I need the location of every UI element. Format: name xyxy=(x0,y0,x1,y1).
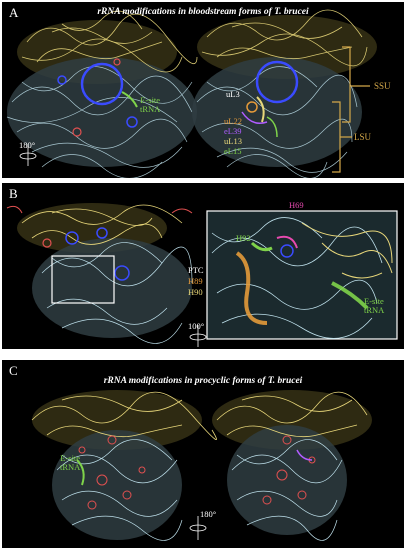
panel-c-left-ribosome xyxy=(31,390,217,541)
panel-b: B H69 H92 PTC H89 H90 E-site tRNA 100° xyxy=(2,183,404,349)
panel-a-title: rRNA modifications in bloodstream forms … xyxy=(97,7,309,17)
label-ul13: uL13 xyxy=(224,136,242,146)
panel-c: C rRNA modifications in procyclic forms … xyxy=(2,360,404,548)
label-h89: H89 xyxy=(188,276,203,286)
label-lsu: LSU xyxy=(354,132,372,142)
panel-a-left-ribosome xyxy=(6,10,198,178)
rotation-icon xyxy=(19,144,37,166)
panel-b-esite-label: E-site tRNA xyxy=(364,296,385,316)
panel-b-rotation: 100° xyxy=(188,321,205,331)
label-h90: H90 xyxy=(188,287,203,297)
panel-c-esite-label: E-site tRNA xyxy=(60,453,81,473)
label-h69: H69 xyxy=(289,200,304,210)
panel-c-letter: C xyxy=(9,363,18,378)
label-ul3: uL3 xyxy=(226,89,240,99)
panel-a-esite-label: E-site tRNA xyxy=(140,95,161,115)
panel-b-left-ribosome xyxy=(6,203,193,344)
panel-c-right-ribosome xyxy=(212,390,372,541)
panel-b-zoom-inset xyxy=(206,210,398,340)
rotation-icon xyxy=(189,516,207,540)
panel-a: A rRNA modifications in bloodstream form… xyxy=(2,2,404,178)
panel-c-ribosome-art xyxy=(31,390,372,541)
label-ul22: uL22 xyxy=(224,116,242,126)
label-el15: eL15 xyxy=(224,146,242,156)
panel-a-rotation: 180° xyxy=(19,140,36,150)
label-ssu: SSU xyxy=(374,81,391,91)
panel-b-letter: B xyxy=(9,186,18,201)
label-el39: eL39 xyxy=(224,126,242,136)
panel-a-right-ribosome xyxy=(192,9,377,178)
panel-a-letter: A xyxy=(9,5,19,20)
panel-a-brackets xyxy=(332,46,370,173)
panel-b-ribosome-art xyxy=(6,203,398,347)
label-ptc: PTC xyxy=(188,265,204,275)
panel-a-ribosome-art xyxy=(6,9,377,178)
panel-c-title: rRNA modifications in procyclic forms of… xyxy=(103,376,303,386)
panel-c-rotation: 180° xyxy=(200,509,217,519)
rotation-icon xyxy=(189,325,207,347)
label-h92: H92 xyxy=(236,233,251,243)
panel-b-zoom-box xyxy=(51,255,115,304)
